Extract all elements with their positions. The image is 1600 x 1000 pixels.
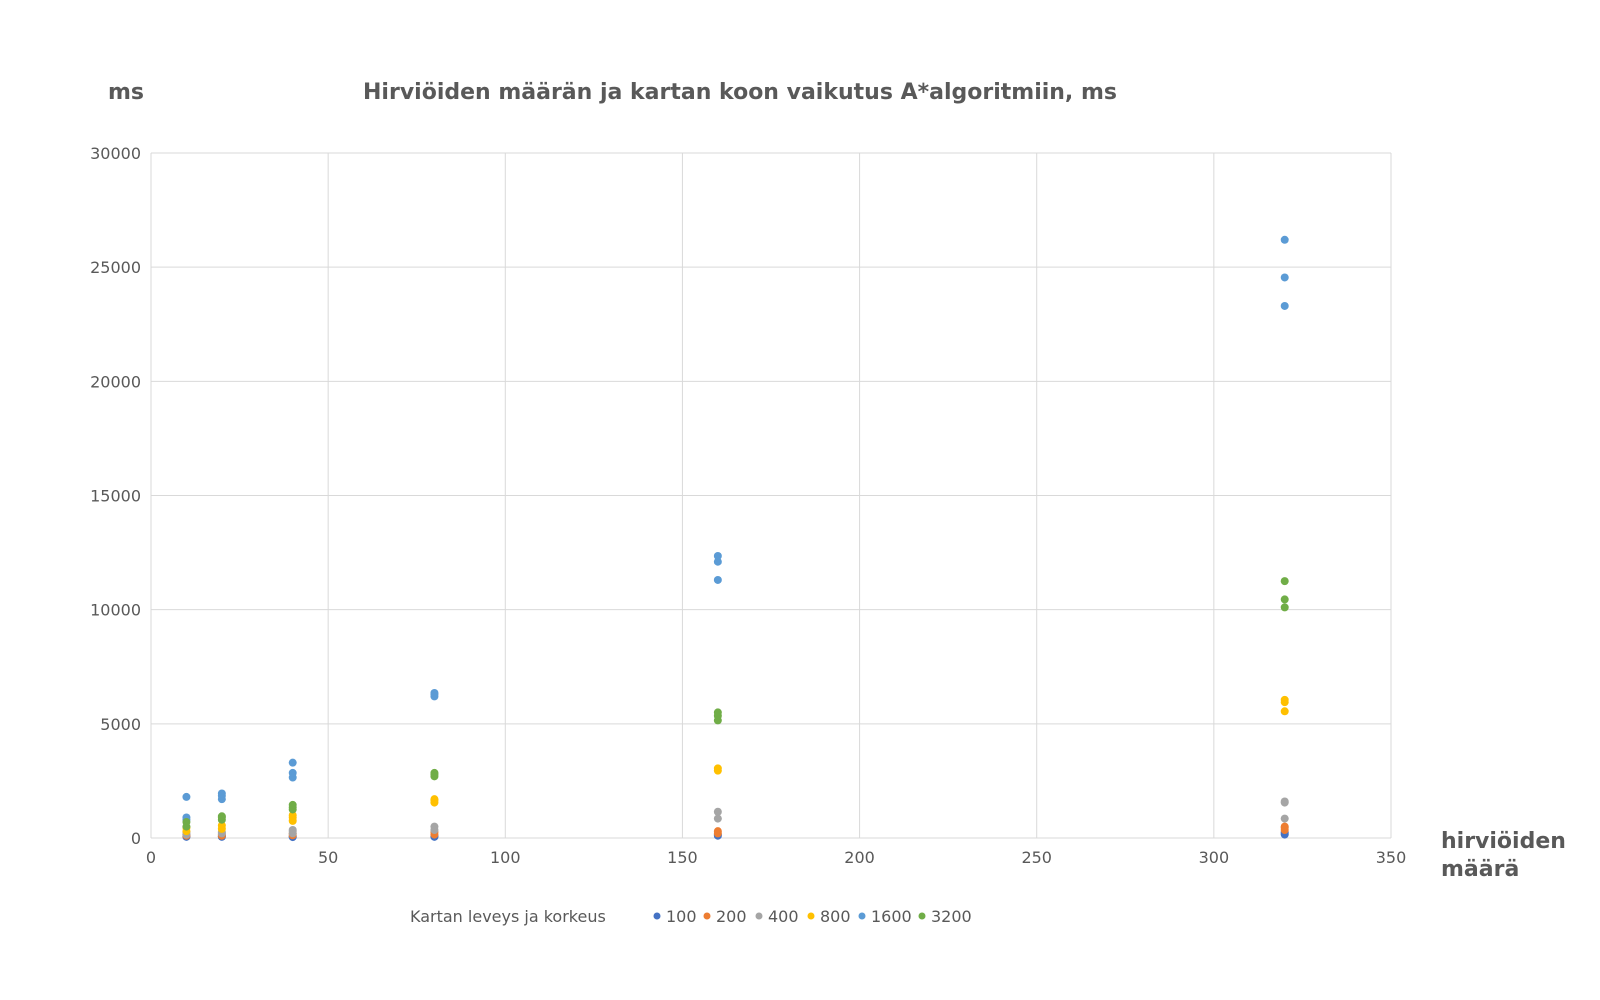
y-tick-label: 10000 — [90, 601, 141, 620]
data-point — [1280, 273, 1289, 282]
series-100 — [182, 828, 1289, 842]
legend-marker — [807, 912, 815, 920]
data-point — [713, 552, 722, 561]
chart-title: Hirviöiden määrän ja kartan koon vaikutu… — [363, 80, 1117, 105]
series-3200 — [182, 577, 1289, 831]
x-axis-title-line-2: määrä — [1441, 857, 1519, 882]
data-point — [713, 827, 722, 836]
legend-title: Kartan leveys ja korkeus — [410, 907, 606, 926]
x-tick-label: 200 — [844, 848, 875, 867]
data-point — [182, 792, 191, 801]
series-400 — [182, 797, 1289, 839]
data-point — [430, 795, 439, 804]
x-tick-label: 150 — [667, 848, 698, 867]
legend-marker — [755, 912, 763, 920]
series-200 — [182, 822, 1289, 840]
y-axis-ticks: 0 5000 10000 15000 20000 25000 30000 — [90, 144, 141, 848]
data-point — [713, 575, 722, 584]
legend-item-label: 800 — [820, 907, 851, 926]
x-axis-title-line-1: hirviöiden — [1441, 829, 1566, 854]
x-tick-label: 350 — [1376, 848, 1407, 867]
data-point — [430, 822, 439, 831]
data-point — [1280, 814, 1289, 823]
legend: Kartan leveys ja korkeus 100 200 400 800 160… — [410, 907, 972, 926]
data-point — [430, 689, 439, 698]
legend-marker — [653, 912, 661, 920]
x-tick-label: 0 — [146, 848, 156, 867]
data-point — [1280, 707, 1289, 716]
data-point — [182, 818, 191, 827]
data-point — [713, 708, 722, 717]
data-point — [288, 811, 297, 820]
data-point — [1280, 603, 1289, 612]
legend-item-label: 3200 — [931, 907, 972, 926]
data-point — [713, 814, 722, 823]
data-point — [1280, 797, 1289, 806]
legend-item-label: 100 — [666, 907, 697, 926]
data-point — [288, 826, 297, 835]
data-point — [1280, 822, 1289, 831]
x-tick-label: 100 — [490, 848, 521, 867]
data-point — [288, 800, 297, 809]
x-axis-ticks: 0 50 100 150 200 250 300 350 — [146, 848, 1406, 867]
series-800 — [182, 695, 1289, 836]
data-point — [713, 764, 722, 773]
x-tick-label: 300 — [1199, 848, 1230, 867]
data-point — [1280, 577, 1289, 586]
legend-marker — [703, 912, 711, 920]
data-point — [1280, 235, 1289, 244]
y-tick-label: 25000 — [90, 258, 141, 277]
y-tick-label: 0 — [131, 829, 141, 848]
y-axis-title: ms — [108, 80, 144, 105]
legend-item-label: 200 — [716, 907, 747, 926]
x-tick-label: 50 — [318, 848, 338, 867]
y-tick-label: 20000 — [90, 372, 141, 391]
series-1600 — [182, 235, 1289, 824]
y-tick-label: 15000 — [90, 487, 141, 506]
data-point — [430, 768, 439, 777]
data-point — [288, 758, 297, 767]
gridlines — [150, 152, 1392, 839]
legend-item-label: 400 — [768, 907, 799, 926]
data-point — [288, 768, 297, 777]
data-point — [217, 812, 226, 821]
data-point — [1280, 695, 1289, 704]
data-point — [713, 557, 722, 566]
data-point — [217, 789, 226, 798]
x-tick-label: 250 — [1021, 848, 1052, 867]
y-tick-label: 5000 — [100, 715, 141, 734]
data-point — [1280, 595, 1289, 604]
data-points — [182, 235, 1289, 842]
legend-marker — [918, 912, 926, 920]
y-tick-label: 30000 — [90, 144, 141, 163]
data-point — [1280, 301, 1289, 310]
legend-marker — [858, 912, 866, 920]
legend-item-label: 1600 — [871, 907, 912, 926]
data-point — [217, 821, 226, 830]
data-point — [713, 807, 722, 816]
